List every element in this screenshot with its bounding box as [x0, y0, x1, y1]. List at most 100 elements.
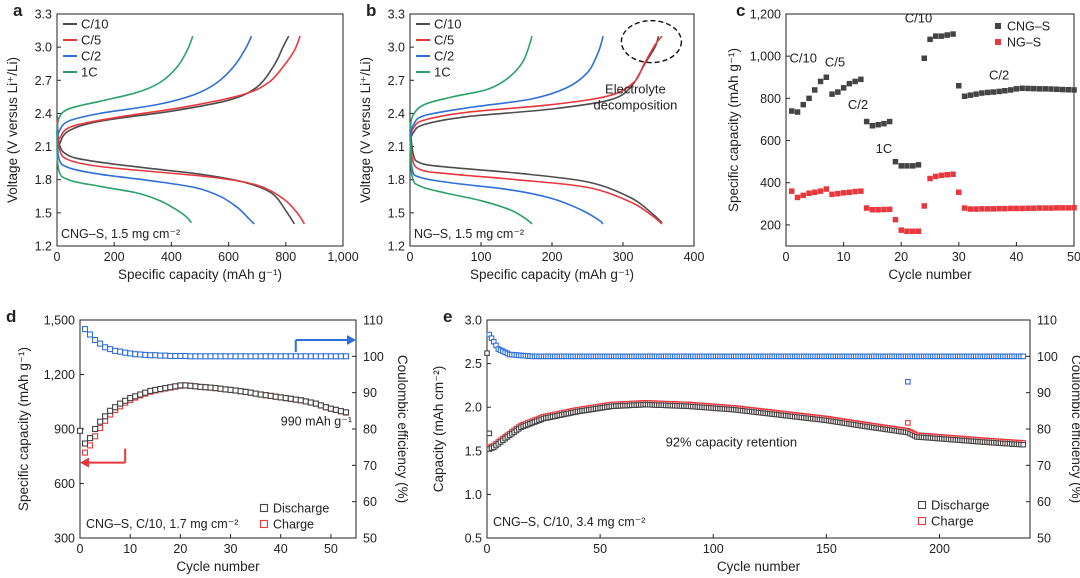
data-point-CNG–S [1054, 86, 1060, 92]
coulombic-efficiency-point [337, 353, 344, 360]
coulombic-efficiency-point [197, 353, 204, 360]
discharge-curve-1C [56, 129, 193, 224]
data-point-CNG–S [1048, 86, 1054, 92]
panel-label: a [13, 1, 23, 20]
charge-point [92, 433, 99, 440]
data-point-NG–S [892, 216, 899, 223]
charge-curve-C/10 [56, 35, 290, 153]
legend-label: C/2 [434, 49, 454, 64]
panel-annotation: NG–S, 1.5 mg cm⁻² [414, 227, 524, 241]
legend-label: 1C [81, 65, 98, 80]
data-point-CNG–S [806, 95, 812, 102]
discharge-point [247, 389, 254, 396]
discharge-point [302, 398, 309, 405]
y-tick-label: 1.8 [35, 173, 52, 187]
discharge-point [162, 385, 169, 392]
coulombic-efficiency-point [267, 353, 274, 360]
legend-label: Charge [273, 518, 314, 532]
panel-c-rate-performance: 0 10 20 30 40 50 200 400 600 800 1,000 1,200 Cycle n… [726, 1, 1080, 282]
x-tick-label: 200 [104, 250, 125, 264]
legend-marker [995, 39, 1001, 45]
discharge-point [122, 397, 129, 404]
panel-d-cycling-performance: 0 10 20 30 40 50 300 600 900 1,200 1,500 Cycle numb… [6, 307, 410, 574]
rate-label: C/2 [848, 97, 868, 112]
charge-point [97, 425, 104, 432]
legend-label: C/10 [434, 17, 461, 32]
y-tick-label: 900 [54, 423, 75, 437]
y-axis-label: Specific capacity (mAh g⁻¹) [16, 347, 31, 511]
data-point-NG–S [823, 186, 830, 192]
data-point-CNG–S [875, 122, 881, 128]
y-tick-label: 1,000 [750, 50, 781, 64]
coulombic-efficiency-point [117, 348, 124, 355]
data-point-CNG–S [852, 78, 858, 85]
coulombic-efficiency-point [172, 352, 179, 360]
coulombic-efficiency-point [262, 353, 269, 360]
discharge-curve-C/10 [56, 115, 296, 225]
rate-label: C/5 [825, 55, 845, 70]
data-point-NG–S [1036, 205, 1043, 211]
y-tick-label: 3.0 [35, 41, 52, 55]
y-tick-label: 1.5 [35, 206, 52, 220]
data-point-CNG–S [863, 118, 870, 125]
data-point-NG–S [1007, 205, 1014, 212]
data-point-CNG–S [921, 55, 927, 61]
coulombic-efficiency-point [227, 353, 234, 360]
discharge-outlier-point [486, 430, 493, 437]
x-tick-label: 20 [894, 250, 908, 264]
data-point-CNG–S [829, 91, 835, 97]
data-point-NG–S [1002, 205, 1008, 212]
legend-marker [259, 503, 269, 513]
x-tick-label: 0 [484, 542, 491, 556]
panel-label: e [443, 307, 452, 326]
x-tick-label: 40 [274, 542, 288, 556]
data-point-NG–S [961, 205, 968, 211]
y2-tick-label: 80 [363, 423, 377, 437]
data-point-CNG–S [823, 74, 830, 80]
coulombic-efficiency-point [177, 352, 184, 360]
data-point-CNG–S [1071, 87, 1077, 93]
panel-label: d [6, 307, 16, 326]
x-tick-label: 200 [542, 250, 563, 264]
y2-tick-label: 70 [1037, 459, 1051, 473]
legend-label: NG–S [1007, 36, 1041, 50]
data-point-CNG–S [812, 87, 818, 93]
y-tick-label: 300 [54, 532, 75, 546]
y-tick-label: 1.2 [388, 240, 405, 254]
data-point-CNG–S [950, 31, 956, 37]
y2-axis-label: Coulombic efficiency (%) [395, 355, 410, 503]
y2-tick-label: 60 [363, 495, 377, 509]
data-point-NG–S [869, 207, 876, 213]
x-tick-label: 50 [1067, 250, 1080, 264]
y-tick-label: 1,500 [44, 314, 75, 328]
x-tick-label: 40 [1009, 250, 1023, 264]
legend-label: 1C [434, 65, 451, 80]
x-tick-label: 1,000 [327, 250, 358, 264]
discharge-curve-C/2 [56, 124, 255, 225]
x-tick-label: 0 [783, 250, 790, 264]
discharge-point [192, 383, 199, 390]
charge-outlier-point [905, 420, 911, 426]
plot-frame [785, 13, 1075, 247]
data-point-CNG–S [984, 89, 991, 96]
rate-label: C/2 [989, 67, 1009, 82]
data-point-CNG–S [881, 120, 887, 127]
coulombic-efficiency-point [187, 353, 194, 360]
data-point-NG–S [846, 189, 853, 195]
data-point-NG–S [910, 228, 916, 234]
data-point-NG–S [806, 190, 812, 196]
discharge-point [342, 409, 350, 416]
x-tick-label: 200 [929, 542, 950, 556]
data-point-NG–S [1059, 205, 1066, 211]
coulombic-efficiency-point [342, 353, 350, 360]
data-point-NG–S [950, 171, 956, 177]
data-point-NG–S [1065, 205, 1071, 211]
discharge-point [182, 382, 189, 389]
legend-label: CNG–S [1007, 20, 1050, 34]
y2-tick-label: 110 [363, 314, 383, 328]
coulombic-efficiency-point [137, 351, 144, 358]
discharge-point [337, 408, 344, 415]
data-point-CNG–S [938, 33, 945, 39]
coulombic-efficiency-point [182, 352, 189, 360]
